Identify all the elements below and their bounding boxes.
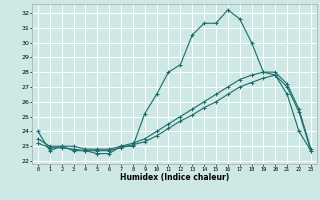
- X-axis label: Humidex (Indice chaleur): Humidex (Indice chaleur): [120, 173, 229, 182]
